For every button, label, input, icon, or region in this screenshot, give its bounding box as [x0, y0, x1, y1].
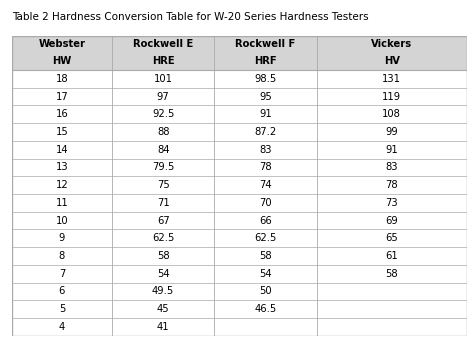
- Text: 49.5: 49.5: [152, 286, 174, 296]
- Text: 5: 5: [59, 304, 65, 314]
- Text: 91: 91: [385, 145, 398, 155]
- Text: 15: 15: [55, 127, 68, 137]
- Text: 58: 58: [259, 251, 272, 261]
- Text: 54: 54: [259, 268, 272, 279]
- Text: HRE: HRE: [152, 56, 174, 66]
- Text: 61: 61: [385, 251, 398, 261]
- Text: 119: 119: [382, 92, 401, 102]
- Text: HRF: HRF: [254, 56, 277, 66]
- Text: 108: 108: [383, 109, 401, 119]
- Text: 79.5: 79.5: [152, 162, 174, 173]
- Text: 78: 78: [385, 180, 398, 190]
- Text: 66: 66: [259, 216, 272, 225]
- Text: 67: 67: [157, 216, 170, 225]
- Text: Webster: Webster: [38, 39, 85, 49]
- Text: 95: 95: [259, 92, 272, 102]
- Text: 101: 101: [154, 74, 173, 84]
- Text: 73: 73: [385, 198, 398, 208]
- Text: 9: 9: [59, 233, 65, 243]
- Text: 16: 16: [55, 109, 68, 119]
- Text: 92.5: 92.5: [152, 109, 174, 119]
- Text: 83: 83: [385, 162, 398, 173]
- Text: HW: HW: [52, 56, 72, 66]
- Bar: [12, 36, 467, 70]
- Text: Rockwell E: Rockwell E: [133, 39, 193, 49]
- Text: 62.5: 62.5: [255, 233, 277, 243]
- Text: 78: 78: [259, 162, 272, 173]
- Text: 4: 4: [59, 322, 65, 332]
- Text: 45: 45: [157, 304, 170, 314]
- Text: 83: 83: [259, 145, 272, 155]
- Text: 99: 99: [385, 127, 398, 137]
- Text: 8: 8: [59, 251, 65, 261]
- Text: 11: 11: [55, 198, 68, 208]
- Text: 65: 65: [385, 233, 398, 243]
- Text: 69: 69: [385, 216, 398, 225]
- Text: Table 2 Hardness Conversion Table for W-20 Series Hardness Testers: Table 2 Hardness Conversion Table for W-…: [12, 12, 368, 22]
- Text: Vickers: Vickers: [371, 39, 412, 49]
- Text: 17: 17: [55, 92, 68, 102]
- Text: 7: 7: [59, 268, 65, 279]
- Text: 71: 71: [157, 198, 170, 208]
- Text: 18: 18: [55, 74, 68, 84]
- Text: 62.5: 62.5: [152, 233, 174, 243]
- Text: 13: 13: [55, 162, 68, 173]
- Text: 6: 6: [59, 286, 65, 296]
- Text: 131: 131: [383, 74, 401, 84]
- Text: 50: 50: [259, 286, 272, 296]
- Text: 84: 84: [157, 145, 169, 155]
- Text: 88: 88: [157, 127, 169, 137]
- Text: 12: 12: [55, 180, 68, 190]
- Text: 75: 75: [157, 180, 170, 190]
- Text: 58: 58: [157, 251, 170, 261]
- Text: 97: 97: [157, 92, 170, 102]
- Text: Rockwell F: Rockwell F: [236, 39, 296, 49]
- Text: 10: 10: [55, 216, 68, 225]
- Text: 98.5: 98.5: [255, 74, 277, 84]
- Text: 46.5: 46.5: [255, 304, 277, 314]
- Text: 70: 70: [259, 198, 272, 208]
- Text: 58: 58: [385, 268, 398, 279]
- Text: HV: HV: [384, 56, 400, 66]
- Text: 14: 14: [55, 145, 68, 155]
- Text: 41: 41: [157, 322, 170, 332]
- Text: 91: 91: [259, 109, 272, 119]
- Text: 74: 74: [259, 180, 272, 190]
- Text: 87.2: 87.2: [255, 127, 277, 137]
- Text: 54: 54: [157, 268, 170, 279]
